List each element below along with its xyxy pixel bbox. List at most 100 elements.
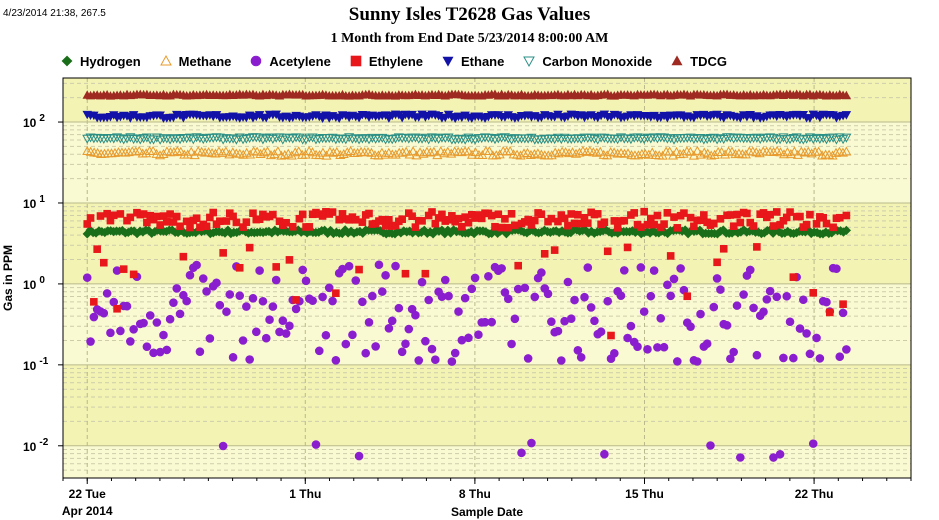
- data-point: [832, 264, 841, 273]
- data-point: [186, 223, 194, 232]
- data-point: [131, 134, 143, 144]
- data-point: [466, 135, 477, 145]
- data-point: [593, 210, 602, 218]
- data-point: [168, 146, 179, 157]
- legend-label: Acetylene: [269, 53, 331, 69]
- data-point: [430, 134, 441, 144]
- data-point: [806, 210, 814, 219]
- data-point: [827, 150, 838, 160]
- data-point: [255, 266, 264, 275]
- data-point: [417, 277, 427, 287]
- data-point: [778, 149, 790, 159]
- data-point: [730, 149, 741, 159]
- data-point: [540, 250, 549, 258]
- data-point: [129, 270, 138, 279]
- data-point: [640, 207, 648, 216]
- data-point: [768, 133, 779, 143]
- data-point: [249, 209, 257, 218]
- data-point: [553, 148, 564, 158]
- data-point: [789, 353, 798, 363]
- data-point: [169, 298, 178, 307]
- data-point: [700, 211, 708, 219]
- data-point: [543, 289, 553, 299]
- data-point: [547, 317, 556, 326]
- data-point: [487, 211, 496, 220]
- data-point: [527, 438, 536, 448]
- data-point: [458, 222, 466, 231]
- data-point: [692, 357, 702, 366]
- data-point: [553, 326, 563, 336]
- data-point: [716, 285, 725, 294]
- data-point: [841, 90, 852, 100]
- data-point: [331, 356, 341, 365]
- data-point: [670, 213, 678, 221]
- data-point: [352, 147, 363, 157]
- data-point: [564, 221, 572, 230]
- data-point: [385, 216, 393, 224]
- data-point: [262, 146, 273, 156]
- data-point: [328, 147, 339, 157]
- data-point: [314, 150, 325, 160]
- data-point: [547, 214, 556, 223]
- data-point: [252, 146, 263, 156]
- data-point: [218, 441, 228, 451]
- data-point: [683, 292, 692, 301]
- data-point: [102, 289, 112, 298]
- y-tick-label: 10 1: [23, 194, 45, 211]
- data-point: [418, 148, 429, 158]
- data-point: [129, 325, 138, 334]
- data-point: [552, 133, 564, 143]
- legend-marker: [61, 55, 73, 67]
- data-point: [318, 292, 327, 302]
- data-point: [387, 316, 397, 326]
- data-point: [332, 289, 340, 297]
- data-point: [269, 210, 277, 219]
- data-point: [806, 148, 817, 158]
- data-point: [394, 303, 404, 313]
- data-point: [696, 309, 705, 319]
- data-point: [712, 274, 722, 283]
- data-point: [272, 146, 283, 156]
- legend-marker: [671, 55, 683, 66]
- data-point: [172, 212, 181, 221]
- legend-label: TDCG: [690, 53, 727, 69]
- data-point: [586, 303, 596, 312]
- data-point: [753, 243, 761, 251]
- data-point: [503, 294, 513, 304]
- data-point: [298, 265, 308, 275]
- data-point: [470, 273, 480, 283]
- data-point: [358, 218, 367, 226]
- data-point: [456, 147, 467, 157]
- data-point: [408, 146, 419, 156]
- data-point: [663, 280, 672, 290]
- data-point: [785, 149, 796, 159]
- data-point: [186, 146, 197, 156]
- data-point: [238, 336, 248, 345]
- data-point: [570, 219, 579, 228]
- data-point: [89, 312, 99, 322]
- x-tick-label: 1 Thu: [289, 487, 321, 501]
- data-point: [209, 208, 218, 217]
- data-point: [686, 322, 695, 331]
- legend-marker: [442, 56, 454, 67]
- data-point: [583, 263, 593, 272]
- data-point: [123, 147, 134, 157]
- data-point: [789, 273, 798, 281]
- data-point: [255, 148, 266, 159]
- data-point: [766, 210, 774, 219]
- x-tick-label: 22 Thu: [795, 487, 834, 501]
- data-point: [192, 214, 201, 223]
- data-point: [381, 271, 390, 280]
- data-point: [664, 146, 675, 156]
- data-point: [732, 301, 742, 310]
- data-point: [837, 147, 848, 157]
- legend-item-tdcg: TDCG: [670, 54, 727, 69]
- data-point: [354, 451, 364, 461]
- data-point: [271, 275, 281, 285]
- data-point: [380, 149, 391, 159]
- data-point: [166, 210, 174, 218]
- data-point: [248, 293, 258, 303]
- data-point: [261, 134, 272, 144]
- data-point: [828, 133, 839, 143]
- data-point: [294, 133, 305, 143]
